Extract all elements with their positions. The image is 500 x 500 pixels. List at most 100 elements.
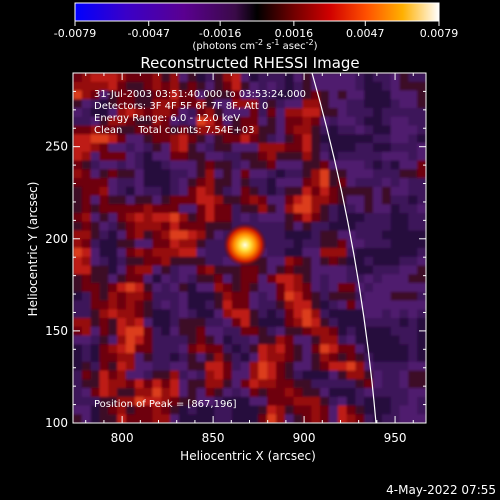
heatmap-cell — [276, 300, 286, 310]
heatmap-cell — [196, 239, 206, 249]
heatmap-cell — [346, 151, 356, 162]
heatmap-cell — [134, 73, 145, 83]
heatmap-cell — [90, 239, 101, 249]
heatmap-cell — [311, 116, 321, 127]
heatmap-cell — [81, 178, 92, 188]
heatmap-cell — [73, 283, 83, 293]
heatmap-cell — [223, 335, 233, 345]
heatmap-cell — [258, 283, 268, 293]
heatmap-cell — [408, 186, 418, 197]
heatmap-cell — [134, 318, 145, 328]
heatmap-cell — [328, 361, 339, 372]
heatmap-cell — [355, 379, 365, 389]
heatmap-cell — [320, 318, 330, 328]
heatmap-cell — [81, 361, 92, 372]
heatmap-cell — [134, 239, 145, 249]
heatmap-cell — [161, 318, 171, 328]
heatmap-cell — [99, 248, 109, 258]
heatmap-cell — [346, 414, 356, 423]
heatmap-cell — [284, 405, 295, 415]
heatmap-cell — [99, 335, 109, 345]
heatmap-cell — [381, 256, 392, 267]
heatmap-cell — [346, 125, 356, 135]
heatmap-cell — [417, 239, 426, 249]
heatmap-cell — [99, 116, 109, 127]
heatmap-cell — [231, 335, 242, 345]
heatmap-cell — [337, 353, 348, 363]
heatmap-cell — [311, 396, 321, 407]
heatmap-cell — [293, 178, 303, 188]
heatmap-cell — [328, 283, 339, 293]
heatmap-cell — [108, 318, 118, 328]
heatmap-cell — [161, 291, 171, 302]
heatmap-cell — [73, 248, 83, 258]
heatmap-cell — [373, 116, 383, 127]
heatmap-cell — [117, 318, 127, 328]
heatmap-cell — [408, 318, 418, 328]
heatmap-cell — [187, 108, 198, 118]
heatmap-cell — [399, 213, 409, 223]
heatmap-cell — [364, 256, 374, 267]
heatmap-cell — [170, 300, 180, 310]
heatmap-cell — [178, 186, 189, 197]
heatmap-cell — [311, 73, 321, 83]
heatmap-cell — [125, 195, 136, 205]
heatmap-cell — [90, 283, 101, 293]
heatmap-cell — [328, 248, 339, 258]
heatmap-cell — [364, 186, 374, 197]
heatmap-cell — [170, 379, 180, 389]
heatmap-cell — [214, 204, 224, 214]
heatmap-cell — [240, 81, 251, 92]
heatmap-cell — [293, 335, 303, 345]
heatmap-cell — [81, 291, 92, 302]
heatmap-cell — [276, 283, 286, 293]
heatmap-cell — [249, 414, 259, 423]
heatmap-cell — [267, 151, 277, 162]
heatmap-cell — [240, 318, 251, 328]
heatmap-cell — [293, 90, 303, 100]
heatmap-cell — [205, 396, 215, 407]
heatmap-cell — [161, 309, 171, 319]
heatmap-cell — [196, 90, 206, 100]
heatmap-cell — [408, 326, 418, 337]
heatmap-cell — [302, 344, 312, 354]
heatmap-cell — [161, 169, 171, 179]
heatmap-cell — [390, 300, 401, 310]
heatmap-cell — [373, 143, 383, 153]
heatmap-cell — [293, 414, 303, 423]
heatmap-cell — [320, 291, 330, 302]
heatmap-cell — [73, 160, 83, 170]
heatmap-cell — [328, 239, 339, 249]
heatmap-cell — [187, 169, 198, 179]
heatmap-cell — [399, 248, 409, 258]
heatmap-cell — [223, 326, 233, 337]
heatmap-cell — [143, 414, 153, 423]
heatmap-cell — [346, 256, 356, 267]
heatmap-cell — [373, 73, 383, 83]
heatmap-cell — [276, 186, 286, 197]
heatmap-cell — [223, 318, 233, 328]
heatmap-cell — [364, 379, 374, 389]
heatmap-cell — [373, 195, 383, 205]
heatmap-cell — [187, 344, 198, 354]
heatmap-cell — [231, 344, 242, 354]
heatmap-cell — [320, 186, 330, 197]
heatmap-cell — [373, 370, 383, 380]
heatmap-cell — [346, 291, 356, 302]
colorbar-tick-label: 0.0016 — [275, 27, 314, 40]
heatmap-cell — [293, 134, 303, 144]
heatmap-cell — [320, 239, 330, 249]
heatmap-cell — [161, 90, 171, 100]
heatmap-cell — [346, 134, 356, 144]
heatmap-cell — [408, 230, 418, 240]
heatmap-cell — [81, 283, 92, 293]
heatmap-cell — [399, 151, 409, 162]
heatmap-cell — [90, 318, 101, 328]
heatmap-cell — [90, 353, 101, 363]
heatmap-cell — [328, 160, 339, 170]
heatmap-cell — [143, 108, 153, 118]
heatmap-cell — [231, 108, 242, 118]
heatmap-cell — [320, 99, 330, 109]
heatmap-cell — [355, 388, 365, 398]
heatmap-cell — [73, 204, 83, 214]
